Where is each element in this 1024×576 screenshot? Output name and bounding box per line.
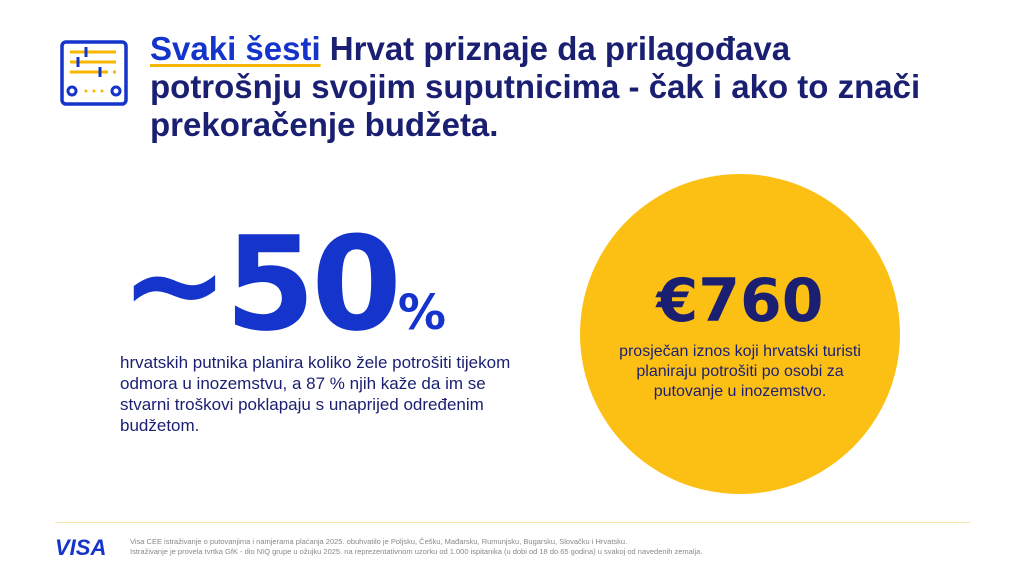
footer-line-1: Visa CEE istraživanje o putovanjima i na… [130,537,628,546]
page-title: Svaki šesti Hrvat priznaje da prilagođav… [150,30,950,144]
visa-logo: VISA [55,535,107,560]
footer-line-2: Istraživanje je provela tvrtka GfK - dio… [130,547,703,556]
stat-left-value: ~50% [120,219,446,349]
budget-sliders-icon [60,40,128,106]
title-rest: Hrvat priznaje da prilagođava potrošnju … [150,30,921,143]
stat-right-description: prosječan iznos koji hrvatski turisti pl… [619,343,861,400]
stat-circle: €760 prosječan iznos koji hrvatski turis… [580,174,900,494]
footer-divider [55,522,970,523]
title-highlight: Svaki šesti [150,30,321,67]
stat-unit: % [397,285,446,341]
footer-note: Visa CEE istraživanje o putovanjima i na… [130,537,702,557]
stat-right-value: €760 [656,266,824,336]
stat-left-description: hrvatskih putnika planira koliko žele po… [120,353,511,435]
stat-number: ~50 [120,208,402,360]
